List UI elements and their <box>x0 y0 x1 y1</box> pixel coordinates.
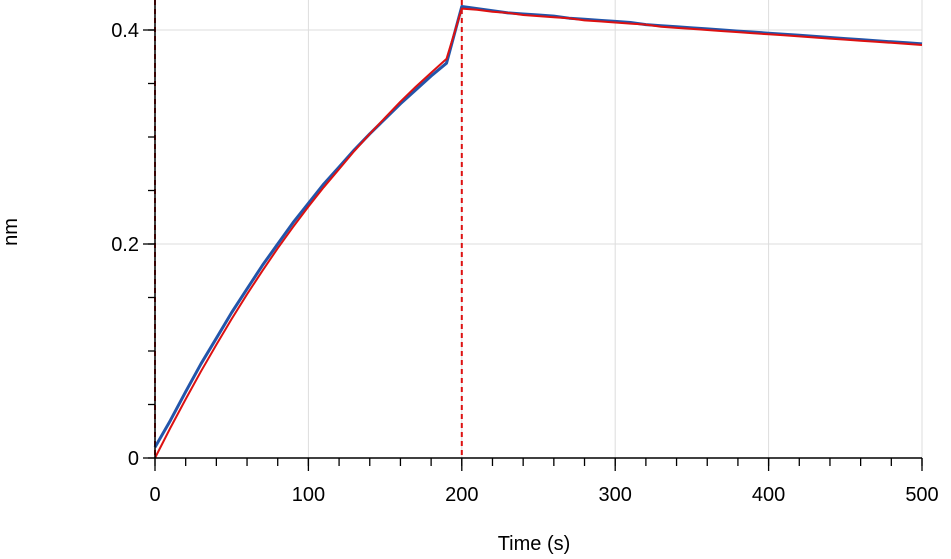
x-tick-label: 400 <box>752 484 785 506</box>
axes <box>154 0 922 459</box>
x-tick-label: 0 <box>149 484 160 506</box>
x-tick-label: 200 <box>445 484 478 506</box>
fit-curve-line <box>154 7 923 459</box>
x-axis-title: Time (s) <box>498 533 571 555</box>
y-tick-label: 0.4 <box>111 20 139 42</box>
series-layer <box>153 5 923 459</box>
y-axis-title: nm <box>0 218 22 246</box>
grid-lines <box>155 0 923 458</box>
measured-response-line <box>153 5 923 449</box>
x-tick-label: 500 <box>905 484 938 506</box>
ticks: 0 100 200 300 400 500 0 0.2 0.4 <box>111 20 939 506</box>
x-tick-label: 300 <box>599 484 632 506</box>
y-tick-label: 0 <box>128 448 139 470</box>
y-tick-label: 0.2 <box>111 234 139 256</box>
x-tick-label: 100 <box>292 484 325 506</box>
